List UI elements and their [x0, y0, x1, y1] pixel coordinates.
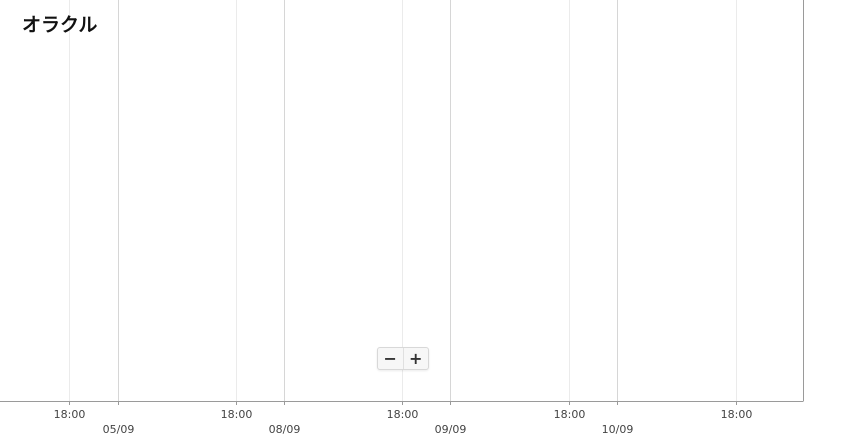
x-tick-label: 10/09 — [602, 423, 634, 436]
x-tick-label: 18:00 — [721, 408, 753, 421]
x-tick-label: 08/09 — [269, 423, 301, 436]
zoom-out-button[interactable]: − — [378, 348, 404, 369]
zoom-control: − + — [377, 347, 429, 370]
x-tick-label: 18:00 — [54, 408, 86, 421]
x-tick-label: 18:00 — [221, 408, 253, 421]
x-tick-label: 05/09 — [103, 423, 135, 436]
x-tick-label: 18:00 — [387, 408, 419, 421]
zoom-in-button[interactable]: + — [409, 349, 423, 368]
chart-title: オラクル — [22, 14, 98, 36]
x-tick-label: 09/09 — [435, 423, 467, 436]
plot-area — [0, 0, 803, 401]
x-tick-label: 18:00 — [554, 408, 586, 421]
